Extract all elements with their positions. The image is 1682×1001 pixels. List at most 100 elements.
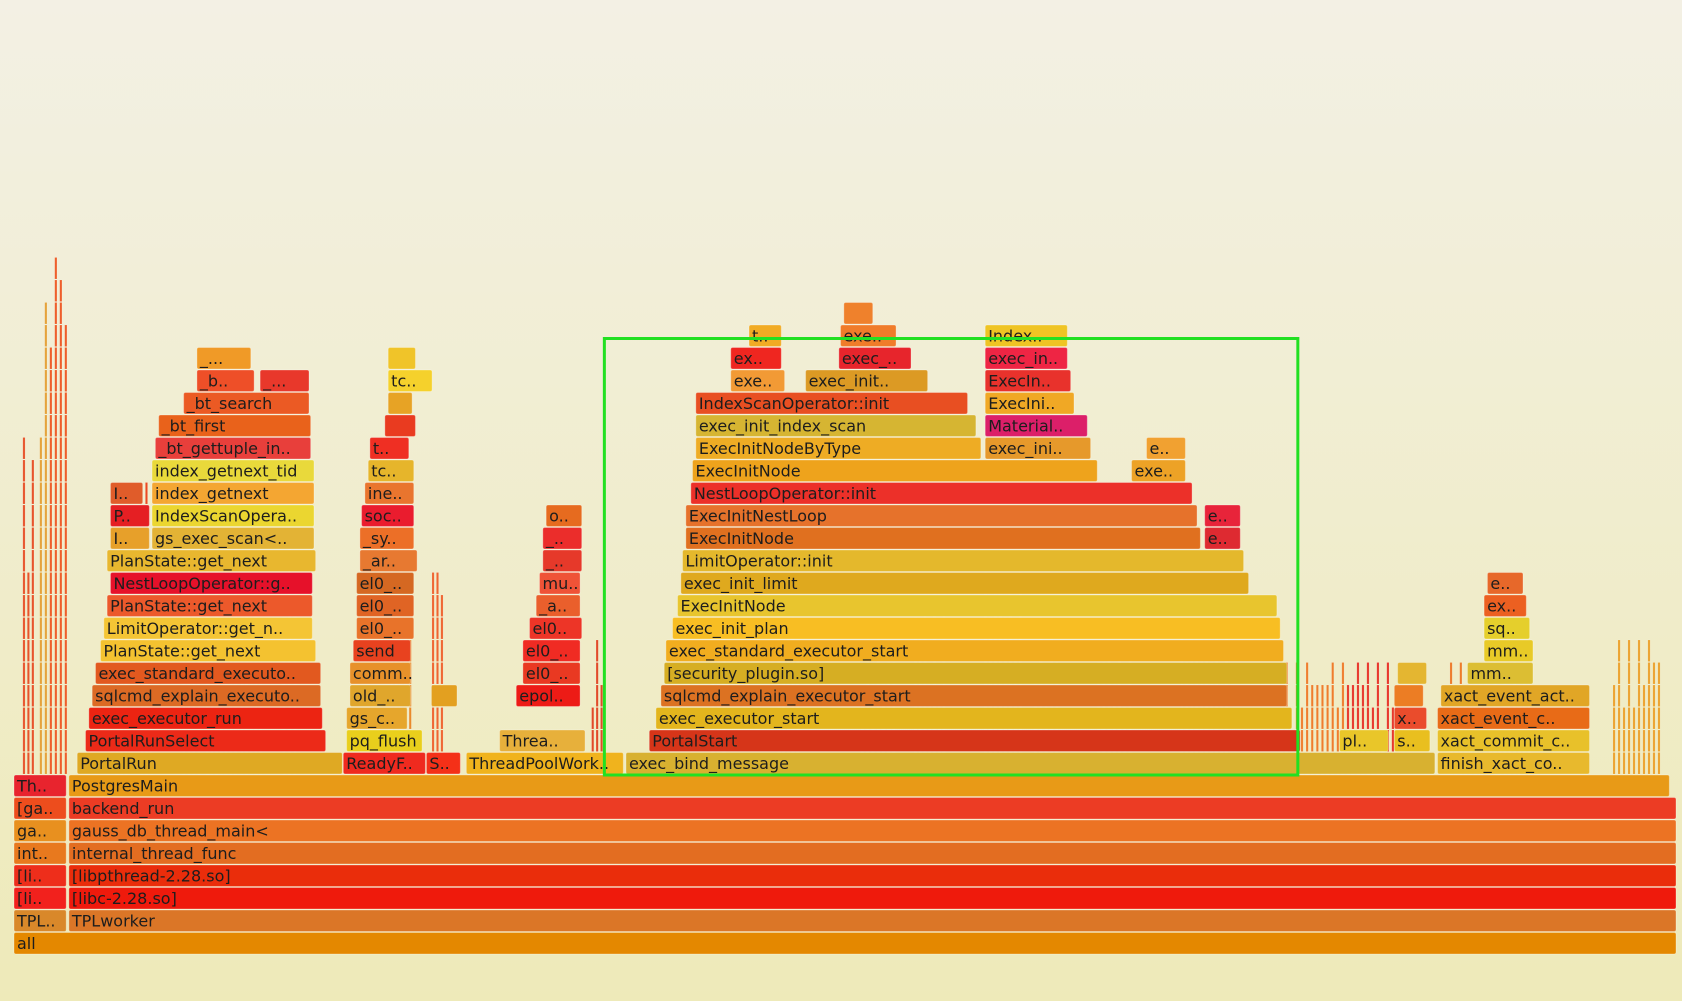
- frame-th[interactable]: Th..Th..: [13, 774, 67, 797]
- frame-bar[interactable]: [91, 684, 322, 707]
- frame-sqlcmd-explain-executo[interactable]: sqlcmd_explain_executo..sqlcmd_explain_e…: [91, 684, 322, 707]
- frame-inet[interactable]: inet_.. ine..: [364, 482, 415, 505]
- frame-bar[interactable]: [13, 932, 1677, 955]
- frame-bar[interactable]: [342, 752, 426, 775]
- frame-mm[interactable]: mm.. mm..: [1466, 662, 1534, 685]
- frame-bar[interactable]: [425, 752, 461, 775]
- frame-bar[interactable]: [349, 684, 411, 707]
- frame-bar[interactable]: [85, 729, 327, 752]
- frame-bar[interactable]: [68, 887, 1677, 910]
- frame-bar[interactable]: [535, 594, 581, 617]
- frame-bar[interactable]: [106, 594, 313, 617]
- frame-exec-init-limit[interactable]: exec_init_limit exec_init_limit: [680, 572, 1250, 595]
- frame-readyf[interactable]: ReadyF.. ReadyF..: [342, 752, 426, 775]
- frame-bar[interactable]: [68, 909, 1677, 932]
- frame-bar[interactable]: [259, 369, 310, 392]
- frame-execinitnestloop[interactable]: ExecInitNestLoop ExecInitNestLoop: [685, 504, 1198, 527]
- frame-planstate-get-next[interactable]: PlanState::get_nextPlanState::get_next: [99, 639, 317, 662]
- frame-bar[interactable]: [499, 729, 586, 752]
- frame-bar[interactable]: [843, 302, 874, 325]
- frame-bar[interactable]: [109, 572, 313, 595]
- frame-bar[interactable]: [364, 482, 415, 505]
- frame-tcp[interactable]: tcp_.. tc..: [367, 459, 415, 482]
- frame-frame[interactable]: _...: [387, 347, 416, 370]
- frame-index-getnext-tid[interactable]: index_getnext_tidindex_getnext_tid: [151, 459, 315, 482]
- frame-bar[interactable]: [13, 887, 67, 910]
- frame-tc[interactable]: tc.. tc..: [387, 369, 433, 392]
- frame-xact-commit-c[interactable]: xact_commit_c.. xact_commit_c..: [1437, 729, 1591, 752]
- frame-bar[interactable]: [109, 527, 150, 550]
- frame-bar[interactable]: [748, 324, 782, 347]
- frame-bar[interactable]: [13, 864, 67, 887]
- frame-bar[interactable]: [730, 347, 782, 370]
- frame-exec-in[interactable]: exec_in.. exec_in..: [984, 347, 1068, 370]
- frame-bar[interactable]: [109, 482, 144, 505]
- frame-bar[interactable]: [88, 707, 323, 730]
- frame-bar[interactable]: [68, 864, 1677, 887]
- frame-bar[interactable]: [349, 662, 411, 685]
- frame-bar[interactable]: [542, 527, 583, 550]
- frame-all[interactable]: allall: [13, 932, 1677, 955]
- frame-comm[interactable]: comm.. comm..: [349, 662, 413, 685]
- frame-bar[interactable]: [367, 459, 415, 482]
- frame-frame[interactable]: _..._...: [259, 369, 310, 392]
- frame-bar[interactable]: [984, 324, 1068, 347]
- frame-security-plugin-so[interactable]: [security_plugin.so] [security_plugin.so]: [663, 662, 1288, 685]
- frame-bar[interactable]: [154, 437, 312, 460]
- frame-bar[interactable]: [13, 797, 67, 820]
- frame-exec-standard-executor-start[interactable]: exec_standard_executor_start exec_standar…: [665, 639, 1285, 662]
- frame-ga[interactable]: [ga..[ga..: [13, 797, 67, 820]
- frame-x[interactable]: x.. x..: [1393, 707, 1428, 730]
- frame-bar[interactable]: [151, 527, 315, 550]
- frame-bar[interactable]: [515, 684, 581, 707]
- frame-bar[interactable]: [151, 459, 315, 482]
- frame-execinitnodebytype[interactable]: ExecInitNodeByType ExecInitNodeByType: [695, 437, 982, 460]
- frame-bar[interactable]: [522, 662, 581, 685]
- frame-bar[interactable]: [387, 392, 413, 415]
- frame-bar[interactable]: [196, 369, 255, 392]
- frame-portalrun[interactable]: PortalRunPortalRun: [76, 752, 343, 775]
- frame-bar[interactable]: [1397, 662, 1428, 685]
- frame-pl[interactable]: pl.. pl..: [1338, 729, 1389, 752]
- frame-frame[interactable]: _... _..: [542, 527, 583, 550]
- frame-sqlcmd-explain-executor-start[interactable]: sqlcmd_explain_executor_start sqlcmd_expl…: [660, 684, 1288, 707]
- frame-e[interactable]: e.. e..: [1486, 572, 1524, 595]
- frame-ar[interactable]: _ar.. _ar..: [359, 549, 418, 572]
- frame-bar[interactable]: [361, 504, 415, 527]
- frame-bar[interactable]: [984, 369, 1072, 392]
- frame-bar[interactable]: [838, 347, 912, 370]
- frame-old-s[interactable]: old_s.. old_..: [349, 684, 411, 707]
- frame-bar[interactable]: [1393, 707, 1428, 730]
- frame-sock[interactable]: sock.. soc..: [361, 504, 415, 527]
- frame-exec-bind-message[interactable]: exec_bind_message exec_bind_message: [625, 752, 1436, 775]
- frame-exec-init-plan[interactable]: exec_init_plan exec_init_plan: [672, 617, 1281, 640]
- frame-gs-c[interactable]: gs_c.. gs_c..: [346, 707, 408, 730]
- frame-bar[interactable]: [356, 572, 415, 595]
- frame-e[interactable]: e.. e..: [1146, 437, 1186, 460]
- frame-bar[interactable]: [1338, 729, 1389, 752]
- frame-bar[interactable]: [805, 369, 929, 392]
- frame-exec-executor-run[interactable]: exec_executor_runexec_executor_run: [88, 707, 323, 730]
- frame-bar[interactable]: [68, 797, 1677, 820]
- frame-bt-first[interactable]: _bt_first_bt_first: [158, 414, 312, 437]
- frame-bar[interactable]: [984, 414, 1088, 437]
- frame-bar[interactable]: [695, 414, 977, 437]
- frame-execini[interactable]: ExecIni.. ExecIni..: [984, 392, 1075, 415]
- frame-execin[interactable]: ExecIn.. ExecIn..: [984, 369, 1072, 392]
- frame-el0-s[interactable]: el0_s.. el0_..: [522, 639, 581, 662]
- frame-e[interactable]: e.. e..: [1204, 504, 1241, 527]
- frame-bar[interactable]: [529, 617, 583, 640]
- frame-sy[interactable]: _sy.. _sy..: [359, 527, 415, 550]
- frame-limitoperator-init[interactable]: LimitOperator::init LimitOperator::init: [682, 549, 1245, 572]
- frame-bar[interactable]: [542, 549, 583, 572]
- frame-bar[interactable]: [1393, 684, 1424, 707]
- frame-frame[interactable]: _..._...: [196, 347, 252, 370]
- frame-mm[interactable]: mm.. mm..: [1483, 639, 1534, 662]
- frame-bar[interactable]: [352, 639, 411, 662]
- frame-bar[interactable]: [387, 369, 433, 392]
- frame-exec-standard-executo[interactable]: exec_standard_executo..exec_standard_exe…: [94, 662, 322, 685]
- frame-lib[interactable]: [lib..[li..: [13, 887, 67, 910]
- frame-execinitnode[interactable]: ExecInitNode ExecInitNode: [677, 594, 1278, 617]
- frame-threadpoolwork[interactable]: ThreadPoolWork.. ThreadPoolWork..: [465, 752, 624, 775]
- frame-bar[interactable]: [1437, 707, 1591, 730]
